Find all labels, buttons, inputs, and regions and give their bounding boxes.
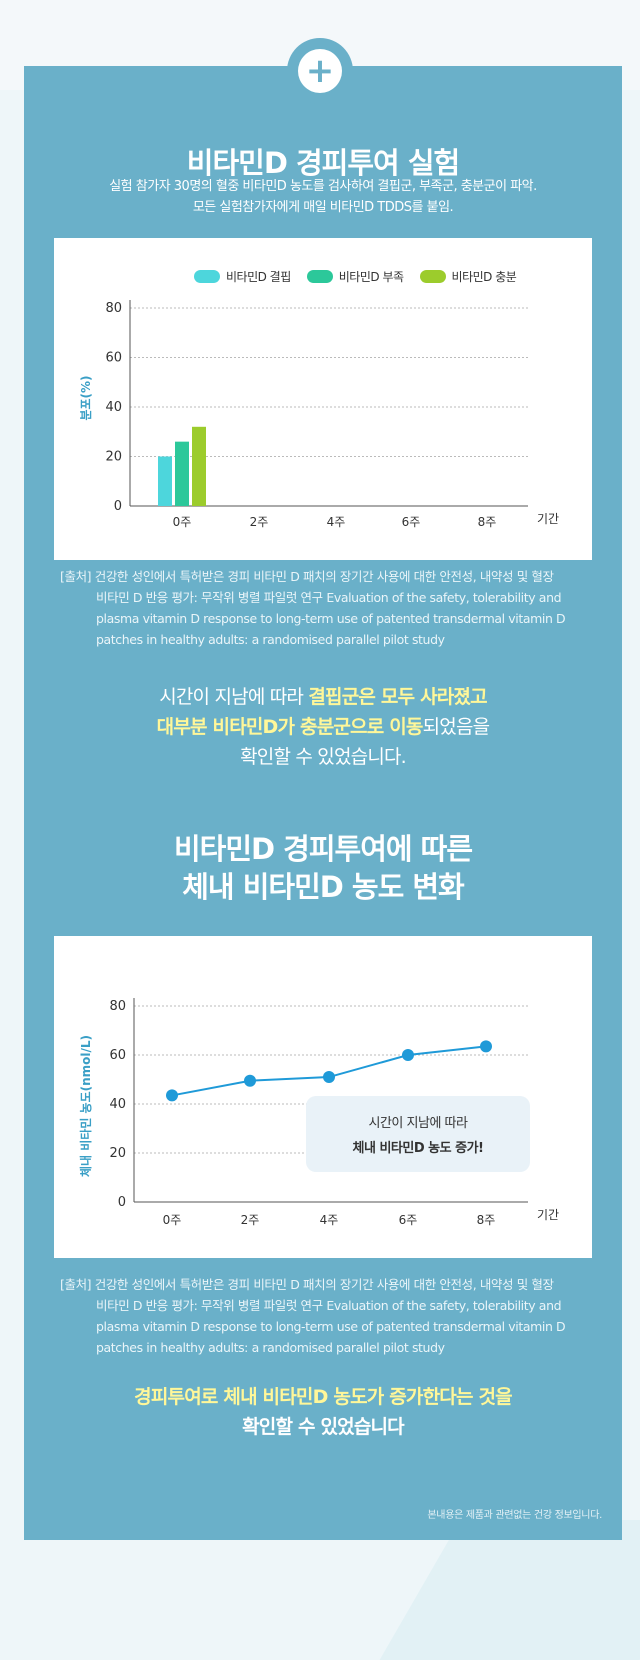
source-line: patches in healthy adults: a randomised …	[96, 1340, 445, 1355]
legend-item-deficient: 비타민D 결핍	[194, 268, 291, 285]
section1-subtitle: 실험 참가자 30명의 혈중 비타민D 농도를 검사하여 결핍군, 부족군, 충…	[24, 176, 622, 218]
x-tick-label: 6주	[399, 1213, 418, 1227]
section2-title: 비타민D 경피투여에 따른 체내 비타민D 농도 변화	[24, 830, 622, 906]
disclaimer-footnote: 본내용은 제품과 관련없는 건강 정보입니다.	[427, 1510, 602, 1521]
result-text: 확인할 수 있었습니다.	[240, 746, 407, 768]
legend-swatch	[306, 270, 333, 283]
x-tick-label: 8주	[478, 515, 497, 529]
concentration-line-chart: 0 20 40 60 80 체내 비타민 농도(nmol/L) 기간 0주 2주 4주 6주 8주 시…	[54, 936, 592, 1258]
y-tick-label: 0	[114, 499, 122, 514]
callout-line: 시간이 지남에 따라	[368, 1116, 468, 1131]
data-point	[402, 1049, 414, 1061]
title-line: 비타민D 경피투여에 따른	[173, 832, 473, 866]
bar	[158, 456, 172, 506]
y-tick-label: 40	[105, 400, 122, 415]
result-statement-2: 경피투여로 체내 비타민D 농도가 증가한다는 것을 확인할 수 있었습니다	[24, 1382, 622, 1442]
data-point	[244, 1074, 256, 1087]
subtitle-line: 모든 실험참가자에게 매일 비타민D TDDS를 붙임.	[192, 200, 454, 215]
content-card: 비타민D 경피투여 실험 실험 참가자 30명의 혈중 비타민D 농도를 검사하…	[24, 66, 622, 1540]
y-tick-label: 60	[109, 1048, 126, 1063]
source-line: 비타민 D 반응 평가: 무작위 병렬 파일럿 연구 Evaluation of…	[96, 590, 562, 605]
legend-label: 비타민D 충분	[451, 270, 517, 284]
result-text: 되었음을	[422, 716, 491, 738]
y-tick-label: 40	[109, 1097, 126, 1112]
x-tick-label: 4주	[320, 1213, 339, 1227]
source-citation-1: [출처] 건강한 성인에서 특허받은 경피 비타민 D 패치의 장기간 사용에 …	[60, 566, 590, 650]
source-line: plasma vitamin D response to long-term u…	[96, 1319, 566, 1334]
legend-item-insufficient: 비타민D 부족	[306, 268, 404, 285]
source-line: 비타민 D 반응 평가: 무작위 병렬 파일럿 연구 Evaluation of…	[96, 1298, 562, 1313]
result-highlight: 대부분 비타민D가 충분군으로 이동	[156, 716, 424, 738]
bar-chart-plot: 0 20 40 60 80 분포(%) 기간 0주 2주 4주 6주 8주	[79, 300, 559, 529]
x-tick-label: 2주	[241, 1213, 260, 1227]
x-tick-label: 0주	[173, 515, 192, 529]
series-line	[171, 1045, 487, 1097]
source-line: [출처] 건강한 성인에서 특허받은 경피 비타민 D 패치의 장기간 사용에 …	[60, 1277, 554, 1292]
data-point	[480, 1040, 492, 1053]
legend-swatch	[194, 270, 220, 283]
x-tick-label: 4주	[327, 515, 346, 529]
y-tick-label: 60	[105, 351, 122, 366]
legend-label: 비타민D 결핍	[226, 270, 291, 284]
plus-badge: +	[287, 38, 353, 104]
y-tick-label: 20	[109, 1146, 126, 1161]
x-tick-label: 6주	[402, 515, 421, 529]
y-axis-label: 분포(%)	[79, 375, 93, 420]
background-decoration	[379, 1520, 640, 1660]
x-tick-label: 8주	[477, 1213, 496, 1227]
legend-swatch	[419, 270, 446, 283]
source-line: [출처] 건강한 성인에서 특허받은 경피 비타민 D 패치의 장기간 사용에 …	[60, 569, 554, 584]
plus-icon: +	[298, 49, 342, 93]
result-highlight: 결핍군은 모두 사라졌고	[308, 686, 487, 708]
legend-item-sufficient: 비타민D 충분	[419, 268, 517, 285]
y-tick-label: 80	[109, 999, 126, 1014]
result-text: 확인할 수 있었습니다	[242, 1416, 405, 1438]
source-line: patches in healthy adults: a randomised …	[96, 632, 445, 647]
bar	[175, 441, 189, 506]
x-axis-label: 기간	[537, 512, 559, 526]
result-highlight: 경피투여로 체내 비타민D 농도가 증가한다는 것을	[134, 1386, 512, 1408]
subtitle-line: 실험 참가자 30명의 혈중 비타민D 농도를 검사하여 결핍군, 부족군, 충…	[109, 179, 537, 194]
data-point	[166, 1089, 178, 1102]
chart-callout: 시간이 지남에 따라 체내 비타민D 농도 증가!	[306, 1096, 530, 1172]
result-text: 시간이 지남에 따라	[159, 686, 309, 708]
title-line: 체내 비타민D 농도 변화	[182, 870, 464, 904]
chart-legend: 비타민D 결핍 비타민D 부족 비타민D 충분	[194, 268, 517, 285]
x-axis-label: 기간	[537, 1208, 559, 1222]
y-tick-label: 0	[118, 1195, 126, 1210]
source-line: plasma vitamin D response to long-term u…	[96, 611, 566, 626]
result-statement-1: 시간이 지남에 따라 결핍군은 모두 사라졌고 대부분 비타민D가 충분군으로 …	[24, 682, 622, 772]
x-tick-label: 2주	[250, 515, 269, 529]
section1-title: 비타민D 경피투여 실험	[186, 146, 460, 180]
source-citation-2: [출처] 건강한 성인에서 특허받은 경피 비타민 D 패치의 장기간 사용에 …	[60, 1274, 590, 1358]
distribution-bar-chart: 비타민D 결핍 비타민D 부족 비타민D 충분 0 20 40 60 80 분포(%) 기간…	[54, 238, 592, 560]
y-axis-label: 체내 비타민 농도(nmol/L)	[78, 1035, 93, 1177]
x-tick-label: 0주	[163, 1213, 182, 1227]
legend-label: 비타민D 부족	[338, 270, 404, 284]
line-chart-plot: 0 20 40 60 80 체내 비타민 농도(nmol/L) 기간 0주 2주 4주 6주 8주	[78, 998, 559, 1227]
bar	[192, 426, 206, 506]
y-tick-label: 20	[105, 450, 122, 465]
data-point	[323, 1071, 335, 1084]
y-tick-label: 80	[105, 301, 122, 316]
callout-line: 체내 비타민D 농도 증가!	[352, 1141, 484, 1156]
